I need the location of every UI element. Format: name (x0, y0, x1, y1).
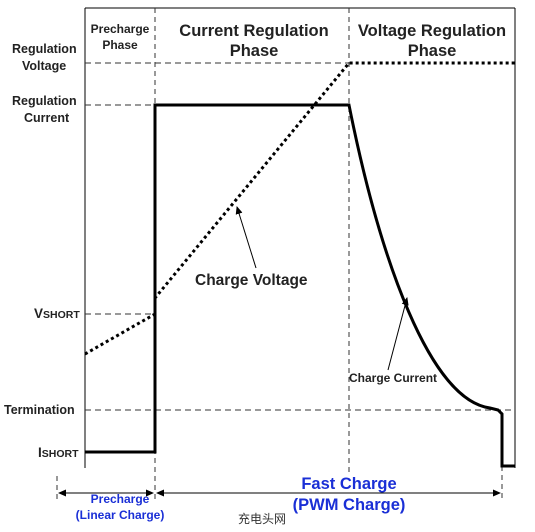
precharge-bottom-label-1: Precharge (91, 492, 150, 506)
current-phase-label-1: Current Regulation (179, 22, 328, 40)
reg-voltage-label-2: Voltage (22, 59, 66, 73)
reg-current-label-1: Regulation (12, 94, 77, 108)
voltage-phase-label-1: Voltage Regulation (358, 22, 506, 40)
charge-voltage-curve (84, 61, 515, 356)
fast-charge-label-1: Fast Charge (301, 475, 396, 493)
vshort-sub: SHORT (43, 309, 80, 321)
ishort-main: I (38, 445, 42, 460)
watermark-text: 充电头网 (238, 511, 286, 526)
ishort-label: ISHORT (38, 445, 79, 460)
precharge-bottom-label-2: (Linear Charge) (76, 508, 165, 522)
charge-current-curve (85, 103, 515, 468)
current-phase-label-2: Phase (230, 42, 279, 60)
voltage-phase-label-2: Phase (408, 42, 457, 60)
termination-label: Termination (4, 403, 75, 417)
vshort-label: VSHORT (34, 306, 80, 321)
vshort-main: V (34, 306, 43, 321)
precharge-phase-label-2: Phase (102, 38, 138, 52)
charge-current-annotation: Charge Current (349, 371, 437, 385)
charge-current-leader (387, 297, 409, 371)
charge-voltage-annotation: Charge Voltage (195, 272, 308, 289)
charge-voltage-leader (235, 206, 257, 269)
ishort-sub: SHORT (42, 448, 79, 460)
reg-current-label-2: Current (24, 111, 70, 125)
reg-voltage-label-1: Regulation (12, 42, 77, 56)
precharge-phase-label-1: Precharge (91, 22, 150, 36)
fast-charge-label-2: (PWM Charge) (293, 496, 406, 514)
